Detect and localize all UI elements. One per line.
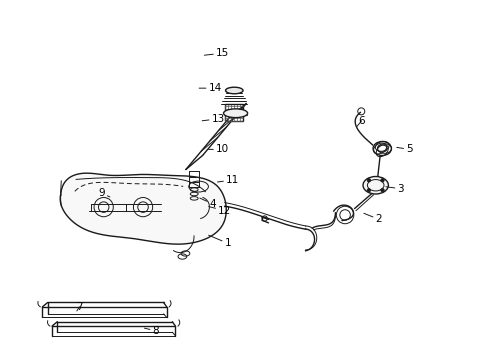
Text: 7: 7 <box>76 302 82 312</box>
Polygon shape <box>60 173 226 244</box>
Circle shape <box>366 188 370 192</box>
Text: 11: 11 <box>217 175 239 185</box>
Text: 1: 1 <box>208 235 231 248</box>
Ellipse shape <box>225 87 243 94</box>
Text: 14: 14 <box>199 83 222 93</box>
Text: 10: 10 <box>208 144 229 154</box>
Ellipse shape <box>362 176 387 194</box>
Circle shape <box>366 179 370 182</box>
Text: 8: 8 <box>144 326 159 336</box>
Circle shape <box>380 179 384 182</box>
Text: 12: 12 <box>208 206 231 216</box>
Text: 4: 4 <box>200 198 216 209</box>
Bar <box>224 104 243 121</box>
Text: 5: 5 <box>396 144 412 154</box>
Text: 6: 6 <box>356 116 364 126</box>
Text: 3: 3 <box>385 184 404 194</box>
Text: 2: 2 <box>363 213 382 224</box>
Text: 15: 15 <box>204 48 229 58</box>
Text: 9: 9 <box>98 188 110 198</box>
Circle shape <box>380 188 384 192</box>
Ellipse shape <box>223 109 247 118</box>
Text: 13: 13 <box>202 114 224 124</box>
